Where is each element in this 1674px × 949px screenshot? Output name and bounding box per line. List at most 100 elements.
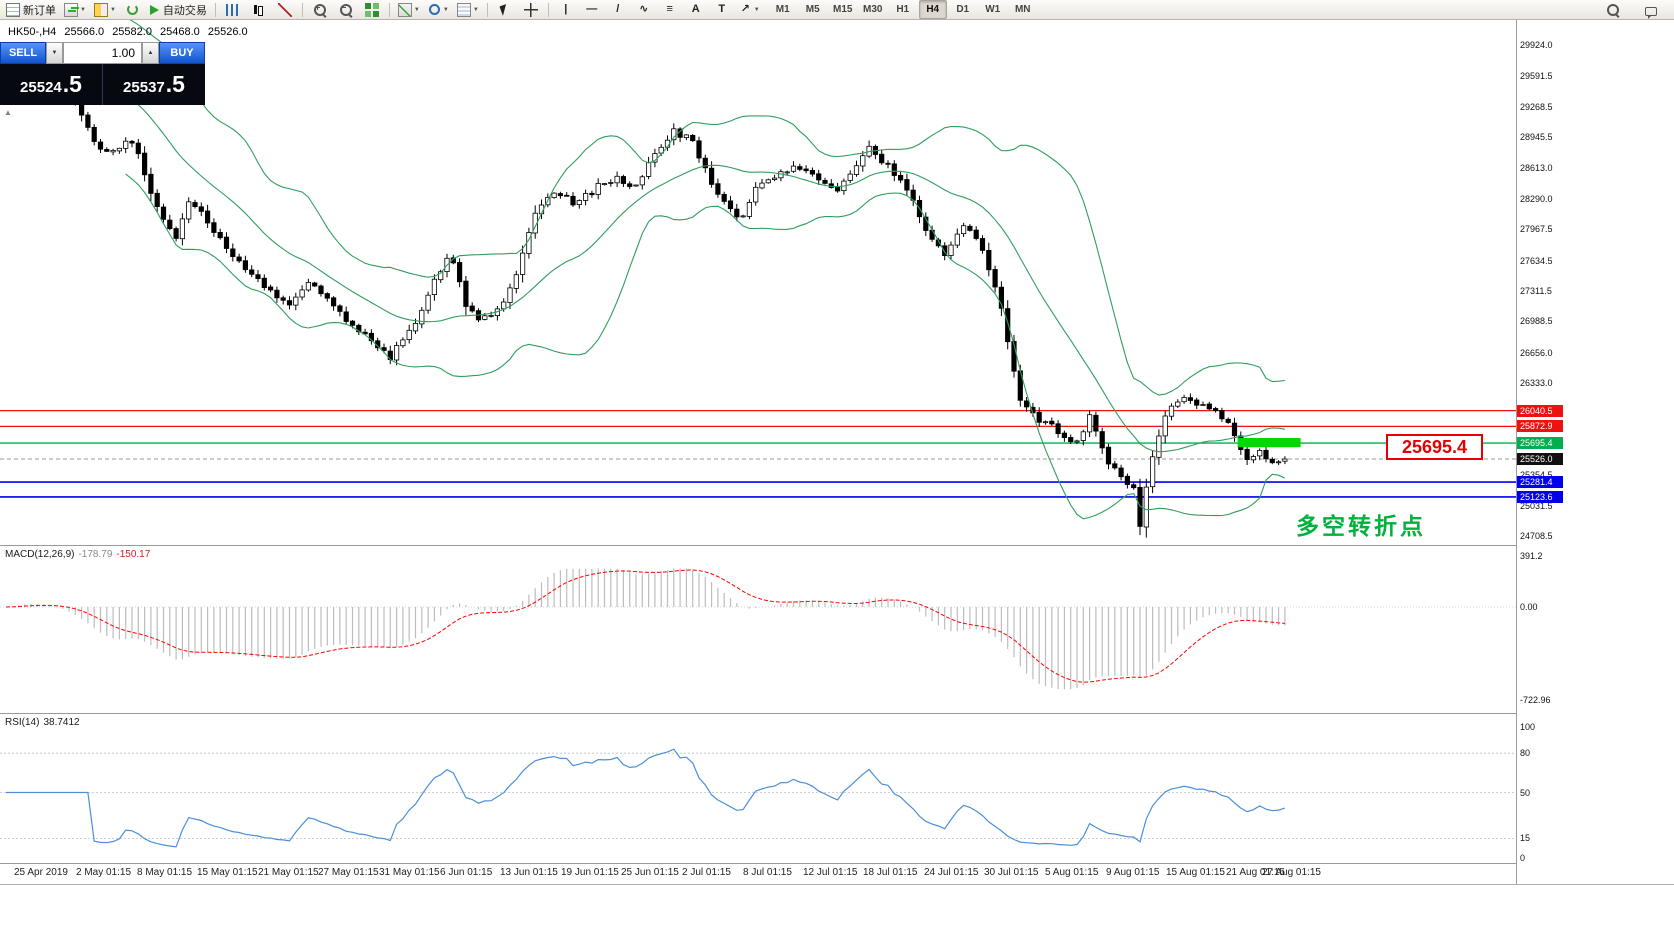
toolbar-separator: [301, 2, 303, 17]
price-axis-tick: 29268.5: [1520, 102, 1553, 112]
price-annotation-label[interactable]: 25695.4: [1386, 434, 1483, 460]
tile-windows-icon: [364, 2, 379, 17]
rsi-axis-tick: 80: [1520, 748, 1531, 758]
rsi-header: RSI(14) 38.7412: [5, 717, 80, 728]
price-axis[interactable]: 29924.0 29591.5 29268.5 28945.5 28613.0 28290…: [1517, 20, 1674, 884]
timeframe-toolbar: M1 M5 M15 M30 H1 H4 D1 W1 MN: [768, 0, 1038, 19]
channel-icon: ∿: [639, 2, 649, 15]
volume-decrease-button[interactable]: ▼: [46, 42, 63, 64]
timeframe-h4-button[interactable]: H4: [918, 0, 947, 19]
price-axis-tick: 26656.0: [1520, 348, 1553, 358]
refresh-button[interactable]: [121, 0, 145, 19]
time-axis-label: 21 Aug 01:15: [1226, 867, 1285, 878]
price-chart-canvas[interactable]: [0, 20, 1516, 545]
dropdown-caret-icon: ▼: [442, 6, 449, 13]
sell-button[interactable]: SELL: [0, 42, 46, 64]
fibonacci-icon: ≡: [666, 2, 673, 15]
tile-windows-button[interactable]: [360, 0, 384, 19]
price-axis-tick: 26333.0: [1520, 378, 1553, 388]
collapse-trade-panel-icon[interactable]: ▲: [4, 108, 12, 117]
volume-input[interactable]: 1.00: [63, 42, 142, 64]
timeframe-m5-button[interactable]: M5: [805, 4, 820, 15]
chart-window[interactable]: HK50-,H4 25566.0 25582.0 25468.0 25526.0…: [0, 20, 1674, 885]
macd-axis-tick: 391.2: [1520, 551, 1543, 561]
timeframe-w1-button[interactable]: W1: [985, 4, 1001, 15]
time-axis-label: 21 May 01:15: [258, 867, 319, 878]
fibonacci-button[interactable]: ≡: [658, 0, 682, 19]
timeframe-d1-button[interactable]: D1: [956, 4, 970, 15]
crosshair-icon: [523, 2, 538, 17]
time-axis-label: 6 Jun 01:15: [440, 867, 493, 878]
macd-axis-tick: -722.96: [1520, 695, 1551, 705]
time-axis-label: 25 Apr 2019: [14, 867, 68, 878]
volume-increase-button[interactable]: ▲: [142, 42, 159, 64]
indicators-button[interactable]: ▼: [395, 0, 423, 19]
chat-button[interactable]: [1639, 1, 1663, 20]
cursor-icon: [499, 4, 510, 16]
time-axis-label: 12 Jul 01:15: [803, 867, 858, 878]
candlestick-button[interactable]: [247, 0, 271, 19]
macd-axis-tick: 0.00: [1520, 602, 1538, 612]
time-axis-label: 19 Jun 01:15: [561, 867, 619, 878]
search-button[interactable]: [1601, 1, 1625, 20]
text-button[interactable]: A: [684, 0, 708, 19]
cursor-button[interactable]: [493, 0, 517, 19]
dropdown-caret-icon: ▼: [109, 6, 116, 13]
price-axis-tick: 25354.5: [1520, 470, 1553, 480]
panel-divider[interactable]: [0, 713, 1674, 714]
zoom-out-button[interactable]: [334, 0, 358, 19]
rsi-indicator-canvas[interactable]: [0, 714, 1516, 863]
buy-price-main: 25537: [123, 79, 165, 96]
panel-divider[interactable]: [0, 545, 1674, 546]
price-axis-border: [1516, 20, 1517, 884]
bar-chart-button[interactable]: [221, 0, 245, 19]
new-chart-icon: [64, 2, 78, 17]
macd-indicator-canvas[interactable]: [0, 546, 1516, 713]
zoom-in-button[interactable]: [308, 0, 332, 19]
time-axis-label: 8 May 01:15: [137, 867, 193, 878]
time-axis-label: 27 Aug 01:15: [1262, 867, 1321, 878]
timeframe-m30-button[interactable]: M30: [862, 4, 883, 15]
zoom-out-icon: [338, 2, 353, 17]
price-line-label: 25695.4: [1517, 437, 1563, 449]
macd-value-main: -178.79: [78, 549, 113, 560]
profiles-button[interactable]: ▼: [91, 0, 119, 19]
crosshair-button[interactable]: [519, 0, 543, 19]
buy-price[interactable]: 25537 .5: [102, 64, 205, 105]
sell-price[interactable]: 25524 .5: [0, 64, 102, 105]
price-axis-tick: 27634.5: [1520, 256, 1553, 266]
turning-point-annotation[interactable]: 多空转折点: [1296, 513, 1426, 539]
buy-button[interactable]: BUY: [159, 42, 205, 64]
trendline-icon: /: [616, 2, 620, 15]
templates-button[interactable]: ▼: [454, 0, 482, 19]
rsi-axis-tick: 0: [1520, 853, 1526, 863]
rsi-value: 38.7412: [43, 717, 80, 728]
vertical-line-button[interactable]: |: [554, 0, 578, 19]
trendline-button[interactable]: /: [606, 0, 630, 19]
timeframe-m1-button[interactable]: M1: [775, 4, 790, 15]
chart-ohlc-header: HK50-,H4 25566.0 25582.0 25468.0 25526.0: [8, 26, 253, 38]
buy-price-pip: .5: [165, 71, 185, 97]
line-chart-button[interactable]: [273, 0, 297, 19]
timeframe-m15-button[interactable]: M15: [832, 4, 853, 15]
price-line-label: 25526.0: [1517, 453, 1563, 465]
new-order-button[interactable]: 新订单: [3, 0, 59, 19]
horizontal-line-button[interactable]: —: [580, 0, 604, 19]
timeframe-h1-button[interactable]: H1: [896, 4, 910, 15]
toolbar-right: [1600, 0, 1664, 20]
open-value: 25566.0: [64, 26, 105, 38]
macd-title: MACD(12,26,9): [5, 549, 75, 560]
search-icon: [1606, 3, 1620, 17]
channel-button[interactable]: ∿: [632, 0, 656, 19]
rsi-axis-tick: 50: [1520, 788, 1531, 798]
label-button[interactable]: T: [710, 0, 734, 19]
new-chart-button[interactable]: ▼: [61, 0, 89, 19]
trade-controls-row: SELL ▼ 1.00 ▲ BUY: [0, 42, 205, 64]
periods-button[interactable]: ▼: [425, 0, 452, 19]
dropdown-caret-icon: ▼: [80, 6, 86, 13]
auto-trading-button[interactable]: 自动交易: [147, 0, 210, 19]
timeframe-mn-button[interactable]: MN: [1014, 4, 1031, 15]
time-axis-label: 25 Jun 01:15: [621, 867, 679, 878]
label-icon: T: [718, 2, 726, 15]
shapes-button[interactable]: ↗ ▼: [736, 0, 763, 19]
